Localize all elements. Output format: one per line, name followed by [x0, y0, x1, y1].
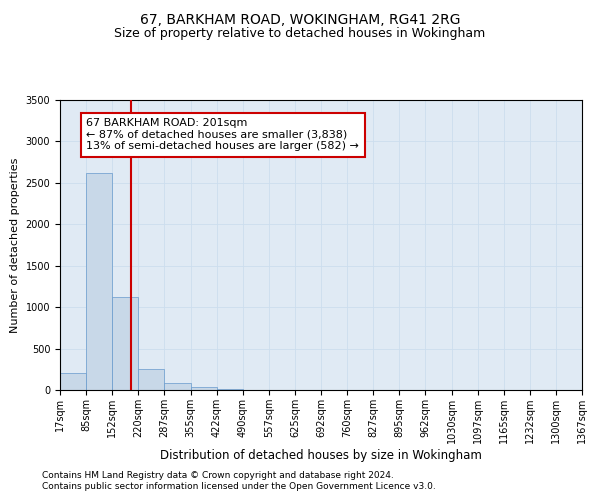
Bar — [139, 369, 164, 390]
Bar — [60, 374, 86, 390]
Text: Contains HM Land Registry data © Crown copyright and database right 2024.: Contains HM Land Registry data © Crown c… — [42, 470, 394, 480]
X-axis label: Distribution of detached houses by size in Wokingham: Distribution of detached houses by size … — [160, 448, 482, 462]
Bar — [112, 297, 139, 390]
Bar — [191, 386, 217, 390]
Text: Size of property relative to detached houses in Wokingham: Size of property relative to detached ho… — [115, 28, 485, 40]
Bar — [164, 384, 191, 390]
Bar — [217, 388, 243, 390]
Bar — [86, 173, 112, 390]
Y-axis label: Number of detached properties: Number of detached properties — [10, 158, 20, 332]
Text: 67 BARKHAM ROAD: 201sqm
← 87% of detached houses are smaller (3,838)
13% of semi: 67 BARKHAM ROAD: 201sqm ← 87% of detache… — [86, 118, 359, 152]
Text: 67, BARKHAM ROAD, WOKINGHAM, RG41 2RG: 67, BARKHAM ROAD, WOKINGHAM, RG41 2RG — [140, 12, 460, 26]
Text: Contains public sector information licensed under the Open Government Licence v3: Contains public sector information licen… — [42, 482, 436, 491]
